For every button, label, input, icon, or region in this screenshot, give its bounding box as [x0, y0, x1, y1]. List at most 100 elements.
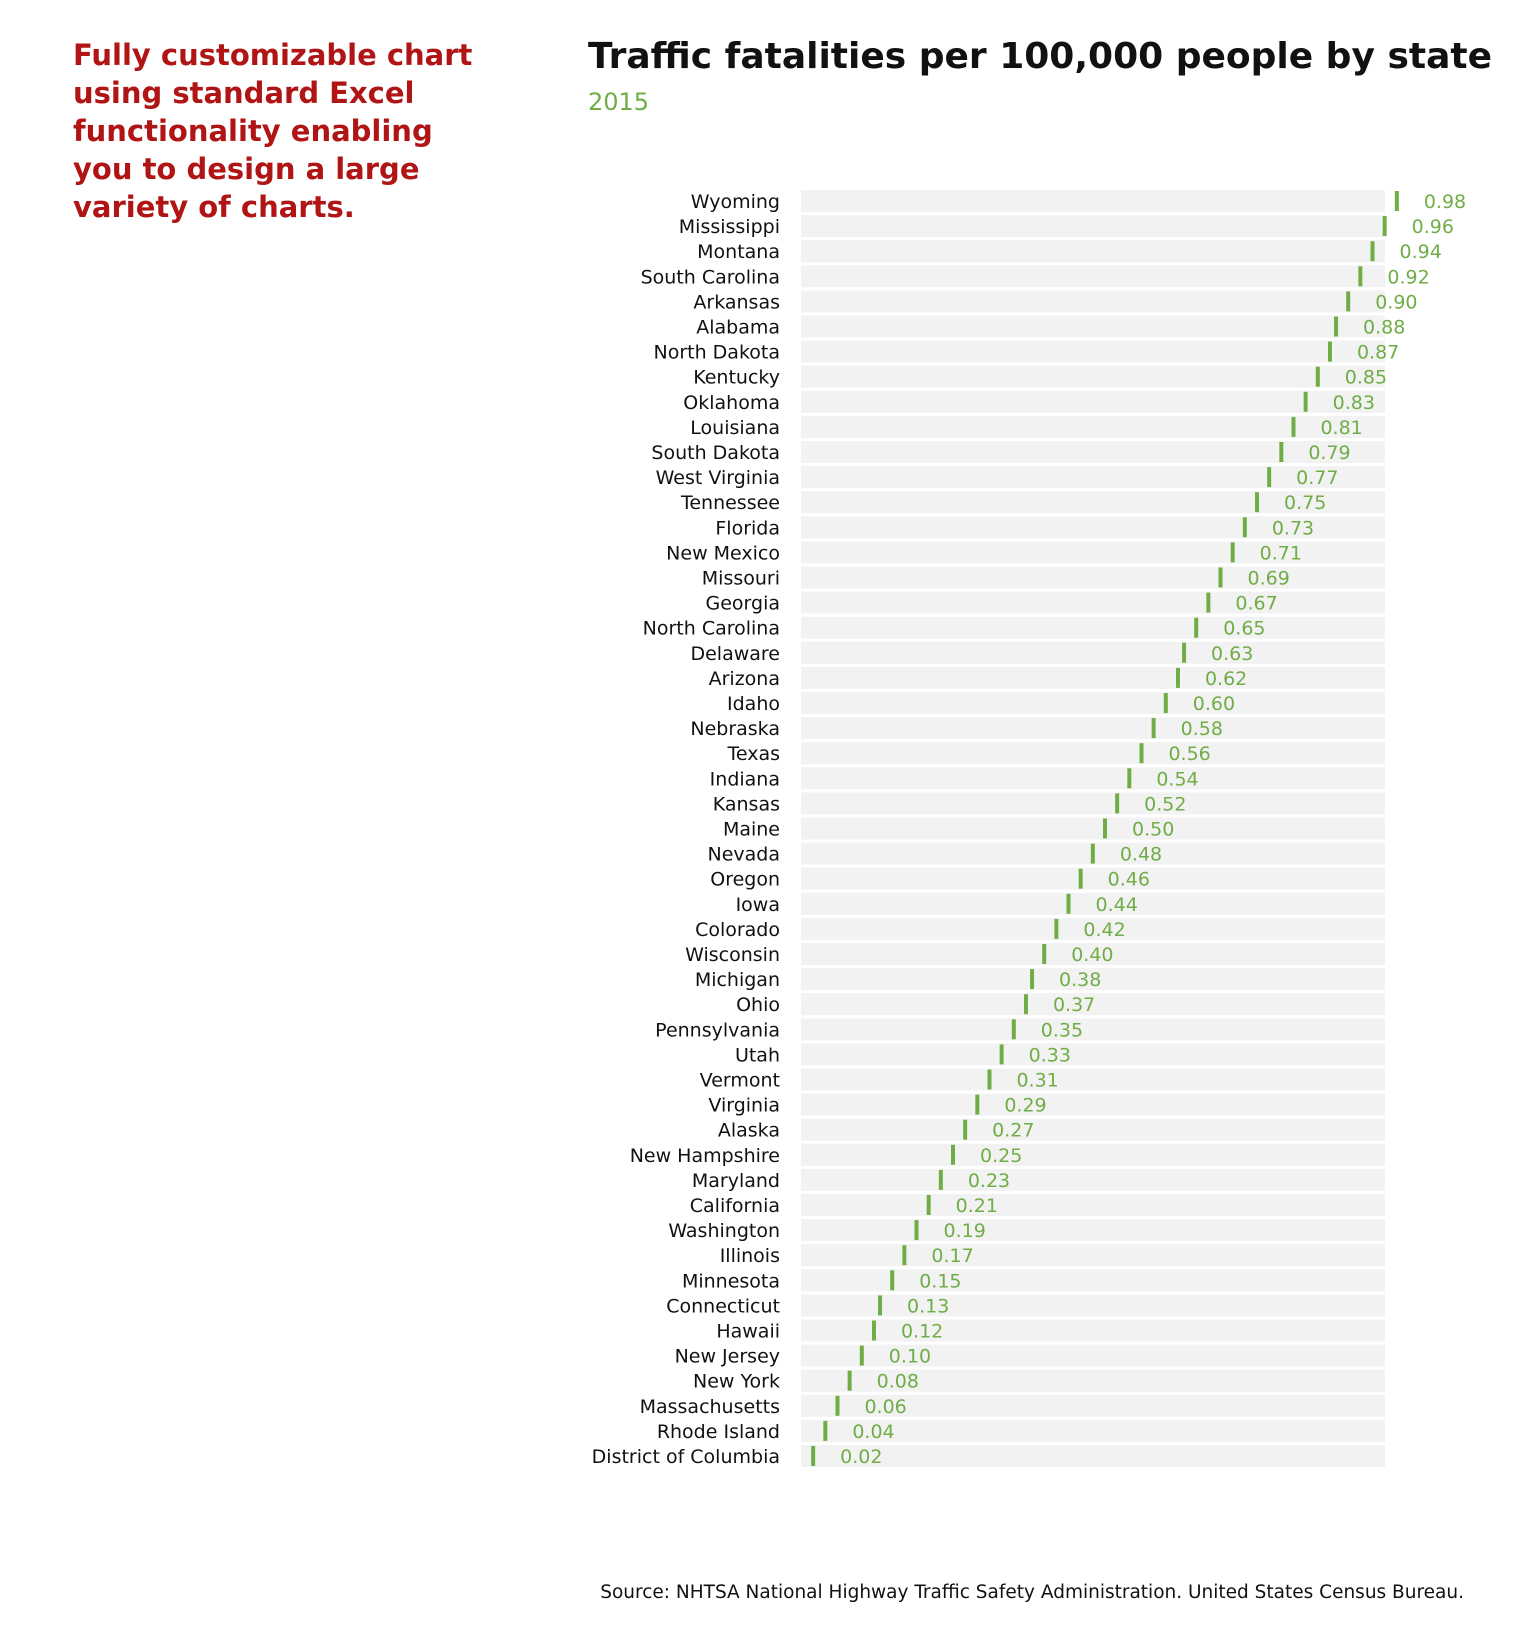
- bar-value-marker: [859, 1345, 864, 1366]
- bar-track: [801, 415, 1385, 438]
- category-label: New Jersey: [675, 1346, 780, 1368]
- bar-value-marker: [1042, 944, 1047, 964]
- bar-value-marker: [1358, 266, 1363, 287]
- bar-track: [801, 1194, 1385, 1216]
- value-label: 0.13: [907, 1295, 949, 1317]
- bar-value-marker: [1127, 768, 1132, 789]
- category-label: Texas: [726, 743, 780, 765]
- category-label: Alaska: [718, 1120, 780, 1142]
- bar-value-marker: [1230, 542, 1235, 563]
- bar-track: [801, 1018, 1385, 1041]
- bar-track: [801, 365, 1385, 388]
- category-label: West Virginia: [656, 467, 780, 489]
- bar-value-marker: [914, 1220, 919, 1241]
- category-label: Oklahoma: [683, 392, 780, 414]
- category-label: Nebraska: [690, 718, 780, 740]
- bar-track: [801, 340, 1385, 363]
- bar-track: [801, 240, 1385, 263]
- value-label: 0.71: [1260, 542, 1302, 564]
- category-label: Delaware: [690, 643, 780, 665]
- bar-value-marker: [847, 1370, 852, 1391]
- category-label: Montana: [697, 241, 780, 263]
- category-label: Idaho: [727, 693, 780, 715]
- value-label: 0.67: [1235, 593, 1277, 615]
- bar-value-marker: [1206, 592, 1211, 613]
- category-label: Pennsylvania: [655, 1019, 780, 1041]
- value-label: 0.31: [1016, 1070, 1058, 1092]
- bar-value-marker: [1242, 517, 1247, 538]
- value-label: 0.79: [1308, 442, 1350, 464]
- value-label: 0.94: [1400, 241, 1442, 263]
- category-label: Rhode Island: [657, 1421, 780, 1443]
- bar-value-marker: [835, 1395, 840, 1416]
- value-label: 0.33: [1029, 1044, 1071, 1066]
- bar-value-marker: [1291, 416, 1296, 437]
- value-label: 0.88: [1363, 317, 1405, 339]
- value-label: 0.60: [1193, 693, 1235, 715]
- bar-track: [801, 566, 1385, 589]
- bar-value-marker: [1163, 693, 1168, 713]
- bar-value-marker: [1115, 793, 1120, 814]
- bar-track: [801, 1219, 1385, 1242]
- category-label: Iowa: [736, 894, 780, 916]
- category-label: New Hampshire: [630, 1145, 780, 1167]
- bar-track: [801, 1269, 1385, 1292]
- value-label: 0.63: [1211, 643, 1253, 665]
- category-label: Illinois: [720, 1245, 780, 1267]
- value-label: 0.54: [1156, 768, 1198, 790]
- chart-subtitle: 2015: [588, 88, 650, 116]
- bar-track: [801, 1369, 1385, 1392]
- value-label: 0.96: [1412, 216, 1454, 238]
- category-label: Utah: [735, 1044, 780, 1066]
- bar-track: [801, 742, 1385, 765]
- bar-track: [801, 1319, 1385, 1342]
- bar-value-marker: [1182, 642, 1187, 663]
- category-label: Colorado: [695, 919, 780, 941]
- bar-track: [801, 591, 1385, 614]
- value-label: 0.50: [1132, 819, 1174, 841]
- bar-track: [801, 1394, 1385, 1417]
- category-label: Kansas: [713, 793, 780, 815]
- category-label: Connecticut: [666, 1295, 780, 1317]
- category-label: Vermont: [700, 1070, 780, 1092]
- bar-value-marker: [1078, 868, 1083, 889]
- bar-track: [801, 1294, 1385, 1317]
- category-label: California: [690, 1195, 780, 1217]
- bar-track: [801, 1043, 1385, 1066]
- value-label: 0.85: [1345, 367, 1387, 389]
- bar-track: [801, 315, 1385, 338]
- bar-value-marker: [1054, 918, 1059, 939]
- value-label: 0.37: [1053, 994, 1095, 1016]
- bar-track: [801, 290, 1385, 313]
- bar-value-marker: [1151, 718, 1156, 739]
- bar-track: [801, 867, 1385, 890]
- value-label: 0.62: [1205, 668, 1247, 690]
- value-label: 0.48: [1120, 844, 1162, 866]
- category-label: Mississippi: [679, 216, 780, 238]
- value-label: 0.04: [852, 1421, 894, 1443]
- bar-value-marker: [975, 1094, 980, 1115]
- category-label: District of Columbia: [592, 1446, 780, 1468]
- category-label: Maryland: [692, 1170, 780, 1192]
- value-label: 0.17: [931, 1245, 973, 1267]
- category-label: Louisiana: [690, 417, 780, 439]
- category-label: South Dakota: [651, 442, 780, 464]
- bar-value-marker: [1370, 241, 1375, 262]
- value-label: 0.02: [840, 1446, 882, 1468]
- bar-track: [801, 817, 1385, 840]
- bar-value-marker: [1218, 567, 1223, 588]
- category-label: Arkansas: [693, 291, 780, 313]
- category-label: Ohio: [736, 994, 780, 1016]
- bar-value-marker: [878, 1295, 883, 1316]
- bar-track: [801, 516, 1385, 539]
- category-label: Wyoming: [691, 191, 780, 213]
- value-label: 0.87: [1357, 342, 1399, 364]
- bar-track: [801, 1068, 1385, 1091]
- bar-value-marker: [1030, 969, 1035, 990]
- category-label: Hawaii: [716, 1321, 780, 1343]
- bar-track: [801, 641, 1385, 664]
- bar-track: [801, 1143, 1385, 1166]
- value-label: 0.42: [1083, 919, 1125, 941]
- bar-value-marker: [1090, 843, 1095, 864]
- value-label: 0.19: [944, 1220, 986, 1242]
